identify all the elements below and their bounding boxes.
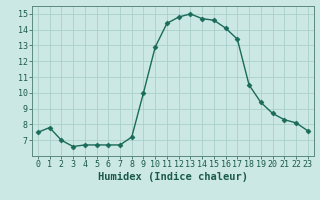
X-axis label: Humidex (Indice chaleur): Humidex (Indice chaleur) bbox=[98, 172, 248, 182]
